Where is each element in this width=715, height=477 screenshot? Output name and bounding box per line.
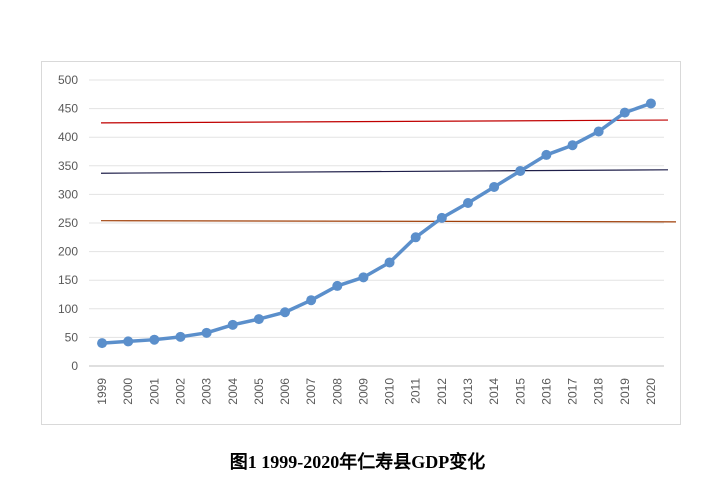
x-tick-label: 2008: [330, 378, 344, 405]
y-tick-label: 450: [58, 102, 78, 116]
data-point: [489, 181, 500, 192]
x-tick-label: 2017: [566, 378, 580, 405]
data-point: [462, 197, 473, 208]
reference-line: [100, 220, 677, 223]
x-tick-label: 2004: [226, 378, 240, 405]
y-tick-label: 300: [58, 187, 78, 201]
data-point: [175, 331, 186, 342]
x-tick-label: 1999: [95, 378, 109, 405]
data-point: [332, 280, 343, 291]
y-tick-label: 50: [65, 330, 79, 344]
chart-frame: 0 50 100 150 200 250 300 350 400 450 500 1999 2000 2…: [41, 61, 681, 425]
x-tick-label: 2001: [147, 378, 161, 405]
data-point: [645, 98, 656, 109]
data-point: [97, 338, 108, 349]
y-tick-label: 150: [58, 273, 78, 287]
data-point: [358, 272, 369, 283]
gdp-line-chart: 0 50 100 150 200 250 300 350 400 450 500 1999 2000 2…: [58, 73, 677, 405]
x-tick-label: 2015: [513, 378, 527, 405]
data-point: [410, 232, 421, 243]
series-line: [100, 101, 653, 345]
y-axis-ticks: 0 50 100 150 200 250 300 350 400 450 500: [58, 73, 78, 373]
reference-line: [100, 169, 669, 174]
x-tick-label: 2013: [461, 378, 475, 405]
x-tick-label: 2011: [409, 378, 423, 404]
y-tick-label: 350: [58, 159, 78, 173]
data-point: [253, 314, 264, 325]
y-tick-label: 250: [58, 216, 78, 230]
y-tick-label: 400: [58, 130, 78, 144]
y-tick-label: 0: [71, 359, 78, 373]
data-point: [123, 336, 134, 347]
x-tick-label: 2007: [304, 378, 318, 405]
reference-lines: [100, 119, 677, 223]
x-axis-ticks: 1999 2000 2001 2002 2003 2004 2005 2006 2007 2008…: [95, 378, 658, 405]
data-point: [593, 126, 604, 137]
data-point: [515, 165, 526, 176]
x-tick-label: 2002: [173, 378, 187, 405]
y-tick-label: 100: [58, 302, 78, 316]
data-point: [306, 295, 317, 306]
x-tick-label: 2019: [618, 378, 632, 405]
series-layer: [97, 98, 656, 349]
x-tick-label: 2005: [252, 378, 266, 405]
data-point: [436, 212, 447, 223]
data-point: [227, 319, 238, 330]
x-tick-label: 2009: [356, 378, 370, 405]
data-point: [149, 334, 160, 345]
x-tick-label: 2012: [435, 378, 449, 405]
data-point: [384, 257, 395, 268]
figure-caption: 图1 1999-2020年仁寿县GDP变化: [229, 452, 486, 472]
x-tick-label: 2010: [383, 378, 397, 405]
reference-line: [100, 119, 669, 124]
y-tick-label: 500: [58, 73, 78, 87]
x-tick-label: 2016: [539, 378, 553, 405]
data-point: [619, 107, 630, 118]
y-tick-label: 200: [58, 245, 78, 259]
x-tick-label: 2003: [200, 378, 214, 405]
data-point: [201, 327, 212, 338]
x-tick-label: 2020: [644, 378, 658, 405]
data-point: [567, 140, 578, 151]
x-tick-label: 2006: [278, 378, 292, 405]
x-tick-label: 2000: [121, 378, 135, 405]
data-point: [280, 307, 291, 318]
x-tick-label: 2014: [487, 378, 501, 405]
x-tick-label: 2018: [592, 378, 606, 405]
data-point: [541, 149, 552, 160]
